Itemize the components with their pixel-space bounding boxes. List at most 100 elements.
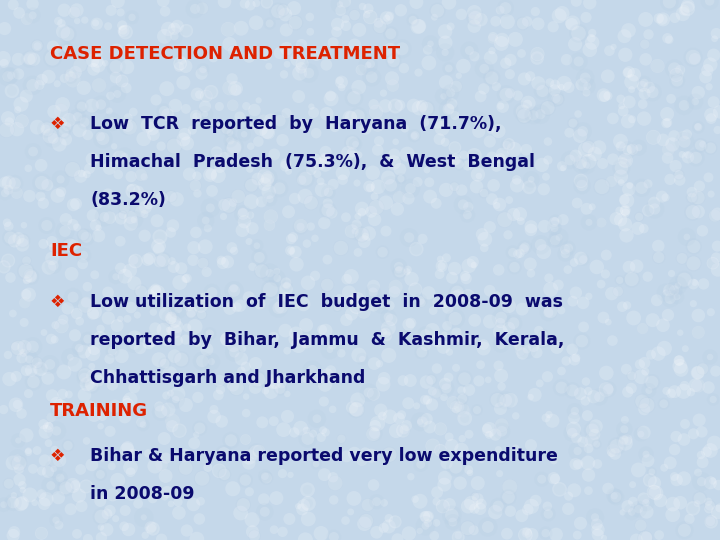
Point — [371, 497, 382, 506]
Point — [42, 423, 54, 431]
Point — [233, 192, 244, 201]
Point — [171, 22, 183, 31]
Point — [166, 192, 177, 201]
Point — [277, 6, 289, 15]
Point — [536, 475, 547, 483]
Point — [54, 456, 66, 465]
Point — [575, 389, 586, 398]
Point — [112, 476, 124, 485]
Point — [384, 450, 395, 459]
Point — [592, 530, 603, 539]
Point — [382, 324, 394, 333]
Point — [302, 434, 314, 443]
Point — [513, 342, 524, 351]
Point — [247, 375, 258, 384]
Point — [652, 349, 664, 358]
Point — [240, 409, 252, 417]
Point — [81, 380, 93, 388]
Point — [58, 128, 69, 137]
Point — [540, 172, 552, 181]
Point — [230, 85, 241, 94]
Point — [464, 46, 475, 55]
Point — [516, 305, 528, 313]
Point — [572, 460, 584, 469]
Point — [2, 72, 14, 81]
Point — [324, 346, 336, 354]
Point — [495, 404, 506, 413]
Point — [18, 221, 30, 230]
Point — [71, 6, 83, 15]
Point — [602, 92, 613, 100]
Point — [340, 15, 351, 23]
Point — [648, 488, 660, 496]
Point — [317, 371, 328, 380]
Point — [74, 317, 86, 326]
Point — [122, 122, 133, 131]
Point — [14, 475, 25, 484]
Point — [202, 224, 214, 233]
Point — [204, 329, 215, 338]
Point — [81, 282, 93, 291]
Point — [253, 137, 264, 146]
Point — [140, 203, 151, 212]
Point — [419, 118, 431, 127]
Point — [488, 181, 500, 190]
Point — [503, 493, 514, 502]
Point — [116, 77, 127, 85]
Point — [36, 179, 48, 187]
Point — [541, 502, 553, 511]
Point — [534, 336, 546, 345]
Point — [104, 164, 115, 173]
Point — [235, 354, 247, 363]
Point — [635, 430, 647, 438]
Point — [356, 231, 368, 239]
Point — [441, 253, 452, 262]
Point — [247, 528, 258, 536]
Point — [139, 232, 150, 240]
Point — [223, 201, 235, 210]
Point — [204, 204, 216, 212]
Point — [462, 211, 473, 219]
Point — [289, 428, 300, 437]
Point — [486, 153, 498, 161]
Point — [575, 160, 587, 168]
Point — [693, 182, 705, 191]
Point — [697, 364, 708, 373]
Point — [93, 200, 104, 208]
Point — [145, 290, 156, 299]
Point — [563, 244, 575, 252]
Point — [600, 369, 612, 377]
Point — [384, 45, 396, 54]
Point — [228, 198, 239, 207]
Point — [356, 204, 368, 213]
Point — [147, 524, 158, 533]
Point — [380, 198, 392, 207]
Point — [245, 1, 256, 9]
Point — [478, 344, 490, 353]
Point — [542, 104, 554, 112]
Point — [50, 455, 61, 464]
Point — [277, 6, 289, 15]
Point — [420, 104, 432, 113]
Point — [441, 321, 453, 330]
Point — [444, 500, 455, 509]
Point — [261, 474, 272, 482]
Point — [53, 17, 64, 25]
Point — [610, 493, 621, 502]
Point — [167, 416, 179, 425]
Point — [390, 282, 402, 291]
Point — [166, 500, 177, 508]
Point — [535, 110, 546, 119]
Point — [356, 456, 368, 465]
Point — [462, 502, 474, 511]
Point — [441, 384, 452, 393]
Point — [434, 255, 446, 264]
Point — [427, 387, 438, 396]
Point — [82, 335, 94, 343]
Point — [407, 16, 418, 24]
Point — [76, 502, 87, 510]
Point — [596, 183, 608, 191]
Point — [390, 517, 401, 526]
Point — [315, 529, 327, 538]
Point — [228, 348, 240, 357]
